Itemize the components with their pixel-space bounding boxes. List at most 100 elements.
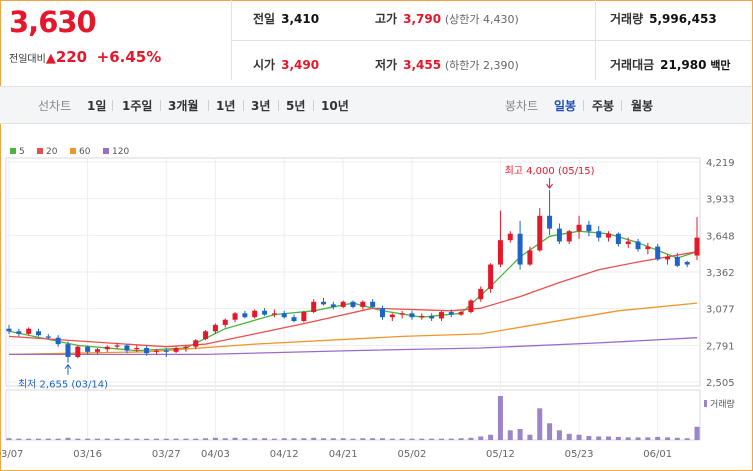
volume-bar — [193, 438, 199, 440]
candle-body — [183, 346, 189, 348]
volume-bar — [350, 438, 356, 440]
tab-3m[interactable]: 3개월 — [168, 99, 199, 113]
tab-10y[interactable]: 10년 — [321, 99, 349, 113]
change-amount: 220 — [55, 48, 88, 66]
candle-body — [409, 313, 415, 318]
x-tick-label: 03/16 — [73, 449, 102, 460]
candle-body — [497, 240, 503, 265]
divider — [231, 40, 751, 41]
volume-bar — [674, 437, 680, 440]
volume-bar — [507, 430, 513, 440]
y-tick-label: 3,648 — [706, 231, 735, 242]
candle-body — [153, 350, 159, 352]
candle-body — [75, 346, 81, 357]
volume-bar — [6, 438, 12, 440]
candle-body — [645, 246, 651, 250]
prev-close-value: 3,410 — [281, 12, 320, 26]
candle-body — [684, 261, 690, 265]
volume-bar — [478, 436, 484, 440]
volume-bar — [281, 438, 287, 440]
up-triangle-icon: ▲ — [45, 51, 56, 66]
candle-body — [576, 224, 582, 232]
candle-body — [203, 331, 209, 340]
volume-label: 거래량 — [610, 12, 644, 26]
candle-body — [291, 317, 297, 322]
low-value: 3,455 — [403, 58, 442, 72]
candle-body — [311, 301, 317, 313]
low-arrowhead-icon — [64, 363, 72, 370]
prev-close-label: 전일 — [253, 12, 276, 26]
ma-60-line — [8, 302, 698, 356]
volume-bar — [173, 438, 179, 440]
volume-bar — [153, 438, 159, 440]
candle-body — [55, 337, 61, 345]
volume-bar — [625, 437, 631, 440]
high-arrowhead-icon — [546, 183, 553, 189]
y-tick-label: 4,219 — [706, 158, 735, 169]
volume-bar — [65, 437, 71, 440]
tab-daily[interactable]: 일봉 — [554, 99, 577, 113]
candle-body — [507, 233, 513, 241]
candle-body — [340, 301, 346, 307]
candle-body — [556, 228, 562, 242]
candle-body — [330, 304, 336, 307]
volume-bar — [586, 436, 592, 440]
x-tick-label: 03/07 — [0, 449, 23, 460]
low-annotation: 최저 2,655 (03/14) — [18, 379, 108, 391]
tab-5y[interactable]: 5년 — [286, 99, 306, 113]
tab-3y[interactable]: 3년 — [251, 99, 271, 113]
x-tick-label: 04/03 — [201, 449, 230, 460]
volume-bar — [16, 438, 22, 440]
y-tick-label: 3,077 — [706, 305, 735, 316]
volume-bar — [35, 438, 41, 440]
candle-body — [596, 231, 602, 238]
high-label: 고가 — [375, 12, 398, 26]
volume-bar — [301, 438, 307, 440]
y-tick-label: 2,505 — [706, 378, 735, 389]
tab-1d[interactable]: 1일 — [87, 99, 107, 113]
volume-bar — [124, 438, 130, 440]
open-price: 시가 3,490 — [253, 56, 319, 73]
volume-bar — [144, 438, 150, 440]
candle-body — [615, 233, 621, 245]
volume-bar — [291, 438, 297, 440]
open-label: 시가 — [253, 58, 276, 72]
candle-body — [360, 301, 366, 307]
x-tick-label: 04/12 — [270, 449, 299, 460]
low-label: 저가 — [375, 58, 398, 72]
tab-1y[interactable]: 1년 — [216, 99, 236, 113]
tab-weekly[interactable]: 주봉 — [592, 99, 615, 113]
quote-summary: 3,630 전일대비▲220 +6.45% 전일 3,410 고가 3,790 (상… — [0, 0, 751, 80]
candle-body — [547, 215, 553, 229]
candle-body — [163, 350, 169, 352]
volume-bar — [527, 434, 533, 440]
candle-body — [232, 313, 238, 320]
lower-limit: (하한가 2,390) — [444, 59, 519, 72]
volume-bar — [85, 438, 91, 440]
candle-chart-label: 봉차트 — [505, 99, 539, 113]
candle-body — [625, 241, 631, 245]
candle-body — [301, 312, 307, 322]
change-label: 전일대비 — [9, 54, 46, 65]
volume-bar — [556, 430, 562, 440]
amount-label: 거래대금 — [610, 58, 655, 72]
volume-bar — [55, 438, 61, 440]
upper-limit: (상한가 4,430) — [444, 13, 519, 26]
candle-body — [478, 288, 484, 300]
candle-body — [26, 328, 32, 334]
candle-body — [94, 349, 100, 352]
volume-bar — [537, 408, 543, 440]
volume-bar — [183, 438, 189, 440]
candle-body — [321, 301, 327, 305]
y-tick-label: 3,362 — [706, 268, 735, 279]
candle-body — [606, 233, 612, 238]
ma-120-line — [9, 337, 698, 356]
volume-bar — [262, 438, 268, 440]
ma-20-line — [8, 251, 698, 348]
candle-body — [419, 315, 425, 318]
candle-body — [586, 224, 592, 232]
tab-monthly[interactable]: 월봉 — [631, 99, 654, 113]
candle-body — [6, 328, 12, 332]
volume-bar — [163, 438, 169, 440]
tab-1w[interactable]: 1주일 — [122, 99, 153, 113]
